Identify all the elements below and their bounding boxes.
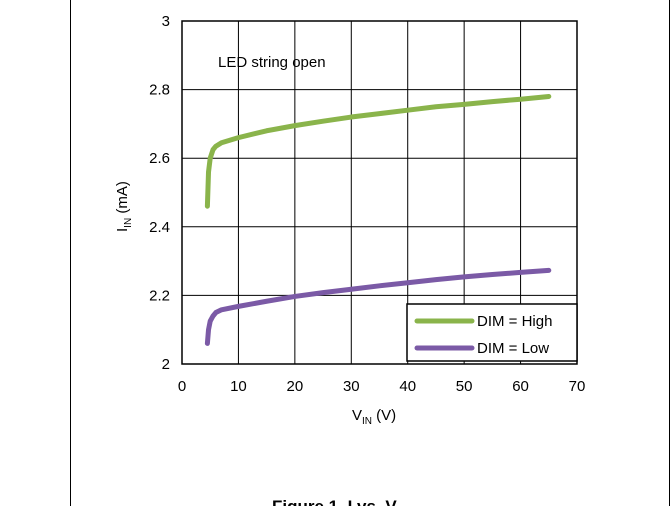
legend: DIM = High DIM = Low [406, 303, 578, 362]
y-axis-label-sub: IN [123, 218, 134, 228]
x-tick-label: 10 [230, 378, 247, 395]
y-tick-label: 2.6 [149, 150, 170, 167]
figure-caption: Figure 1. I vs. V [272, 497, 397, 506]
series-layer [204, 93, 552, 346]
x-axis-label-sub: IN [362, 416, 372, 427]
x-tick-label: 20 [287, 378, 304, 395]
y-tick-label: 2.8 [149, 82, 170, 99]
series-line-dim-high [204, 93, 552, 209]
x-axis-label: VIN (V) [352, 407, 396, 427]
y-tick-label: 2.4 [149, 219, 170, 236]
y-axis-label: IIN (mA) [114, 181, 134, 232]
series-line-dim-low [204, 267, 552, 346]
x-axis-label-unit: (V) [372, 407, 396, 424]
legend-label-dim-high: DIM = High [477, 313, 552, 330]
tick-labels: 0 10 20 30 40 50 60 70 2 2.2 2.4 2.6 2.8 3 [149, 13, 585, 395]
x-tick-label: 30 [343, 378, 360, 395]
legend-box [406, 303, 578, 362]
x-tick-label: 70 [569, 378, 586, 395]
y-tick-label: 2.2 [149, 287, 170, 304]
legend-label-dim-low: DIM = Low [477, 340, 549, 357]
x-axis-label-main: V [352, 407, 362, 424]
plot-area [181, 20, 578, 365]
y-tick-label: 3 [162, 13, 170, 30]
chart-frame [70, 0, 670, 506]
annotation-text: LED string open [218, 54, 326, 71]
x-tick-label: 40 [399, 378, 416, 395]
x-tick-label: 50 [456, 378, 473, 395]
y-axis-label-main: I [114, 228, 131, 232]
y-axis-label-unit: (mA) [114, 181, 131, 218]
x-tick-label: 0 [178, 378, 186, 395]
y-tick-label: 2 [162, 356, 170, 373]
x-tick-label: 60 [512, 378, 529, 395]
